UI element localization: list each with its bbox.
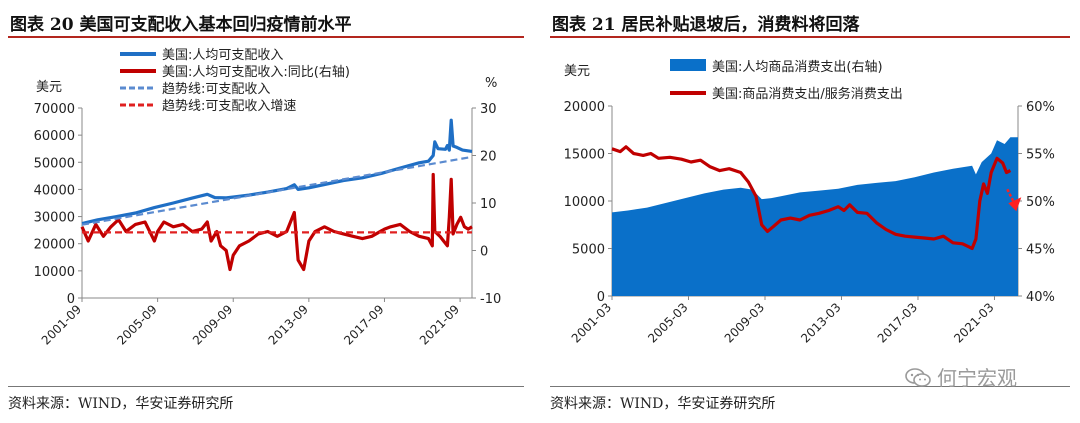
x-tick-label: 2013-03	[798, 300, 843, 345]
legend-label: 美国:人均商品消费支出(右轴)	[712, 60, 883, 75]
series-line-1	[80, 172, 473, 272]
y-right-tick-label: 0	[480, 245, 488, 260]
y-left-unit: 美元	[564, 64, 591, 79]
x-tick-label: 2017-09	[341, 302, 386, 347]
chart-title-bar: 图表 20 美国可支配收入基本回归疫情前水平	[8, 6, 524, 38]
legend-label: 美国:商品消费支出/服务消费支出	[712, 86, 903, 102]
y-left-tick-label: 70000	[34, 102, 75, 117]
y-left-tick-label: 40000	[34, 183, 75, 198]
x-tick-label: 2001-09	[39, 302, 84, 347]
y-left-tick-label: 15000	[564, 148, 605, 163]
x-tick-label: 2005-09	[114, 302, 159, 347]
y-left-tick-label: 0	[597, 290, 605, 305]
y-left-tick-label: 30000	[34, 211, 75, 226]
y-right-tick-label: 60%	[1026, 100, 1055, 115]
series-area-0	[612, 137, 1018, 296]
y-right-tick-label: 45%	[1026, 243, 1055, 258]
source-text: 资料来源：WIND，华安证券研究所	[8, 396, 234, 412]
y-right-unit: %	[485, 76, 498, 91]
trend-arrow-shaft	[1006, 188, 1015, 202]
x-tick-label: 2021-03	[951, 300, 996, 345]
chart-title-bar: 图表 21 居民补贴退坡后，消费料将回落	[550, 6, 1070, 38]
legend-label: 美国:人均可支配收入	[162, 48, 283, 63]
y-left-tick-label: 5000	[572, 243, 605, 258]
series-line-0	[81, 118, 473, 226]
y-left-tick-label: 20000	[564, 100, 605, 115]
y-right-tick-label: 55%	[1026, 148, 1055, 163]
watermark: 何宁宏观	[905, 362, 1017, 391]
y-left-tick-label: 50000	[34, 156, 75, 171]
x-tick-label: 2009-09	[190, 302, 235, 347]
trend-arrow-head	[1008, 197, 1022, 212]
source-note: 资料来源：WIND，华安证券研究所	[8, 386, 524, 413]
legend-swatch	[670, 59, 706, 71]
chart-panel-income: 图表 20 美国可支配收入基本回归疫情前水平 美元 % 70000 60000 50…	[0, 0, 530, 423]
x-tick-label: 2005-03	[645, 300, 690, 345]
chart-title: 图表 21 居民补贴退坡后，消费料将回落	[552, 15, 860, 35]
legend-label: 趋势线:可支配收入	[162, 81, 270, 97]
y-left-unit: 美元	[36, 80, 63, 95]
wechat-icon	[905, 368, 931, 387]
y-left-tick-label: 20000	[34, 238, 75, 253]
legend-label: 趋势线:可支配收入增速	[162, 98, 296, 114]
legend-label: 美国:人均可支配收入:同比(右轴)	[162, 65, 350, 80]
source-note: 资料来源：WIND，华安证券研究所	[550, 386, 1070, 413]
y-right-tick-label: 10	[480, 197, 497, 212]
y-left-tick-label: 10000	[34, 265, 75, 280]
consumption-chart: 20000 15000 10000 5000 0 60% 55% 50% 45% 40% 2001-…	[564, 59, 1055, 346]
y-left-tick-label: 10000	[564, 195, 605, 210]
income-chart: 70000 60000 50000 40000 30000 20000 10000 0 30 20…	[34, 48, 502, 348]
x-tick-label: 2013-09	[266, 302, 311, 347]
y-right-tick-label: 50%	[1026, 195, 1055, 210]
x-tick-label: 2017-03	[875, 300, 920, 345]
y-right-tick-label: 40%	[1026, 290, 1055, 305]
chart-title: 图表 20 美国可支配收入基本回归疫情前水平	[10, 15, 352, 35]
x-tick-label: 2021-09	[417, 302, 462, 347]
y-right-tick-label: 30	[480, 102, 497, 117]
source-text: 资料来源：WIND，华安证券研究所	[550, 396, 776, 412]
y-right-tick-label: -10	[480, 292, 501, 307]
chart-panel-consumption: 图表 21 居民补贴退坡后，消费料将回落 美元 20000 15000 10000 5…	[540, 0, 1080, 423]
y-right-tick-label: 20	[480, 150, 497, 165]
x-tick-label: 2001-03	[569, 300, 614, 345]
watermark-text: 何宁宏观	[937, 366, 1017, 390]
y-left-tick-label: 0	[67, 292, 75, 307]
y-left-tick-label: 60000	[34, 129, 75, 144]
x-tick-label: 2009-03	[722, 300, 767, 345]
series-line-1	[611, 145, 1012, 251]
